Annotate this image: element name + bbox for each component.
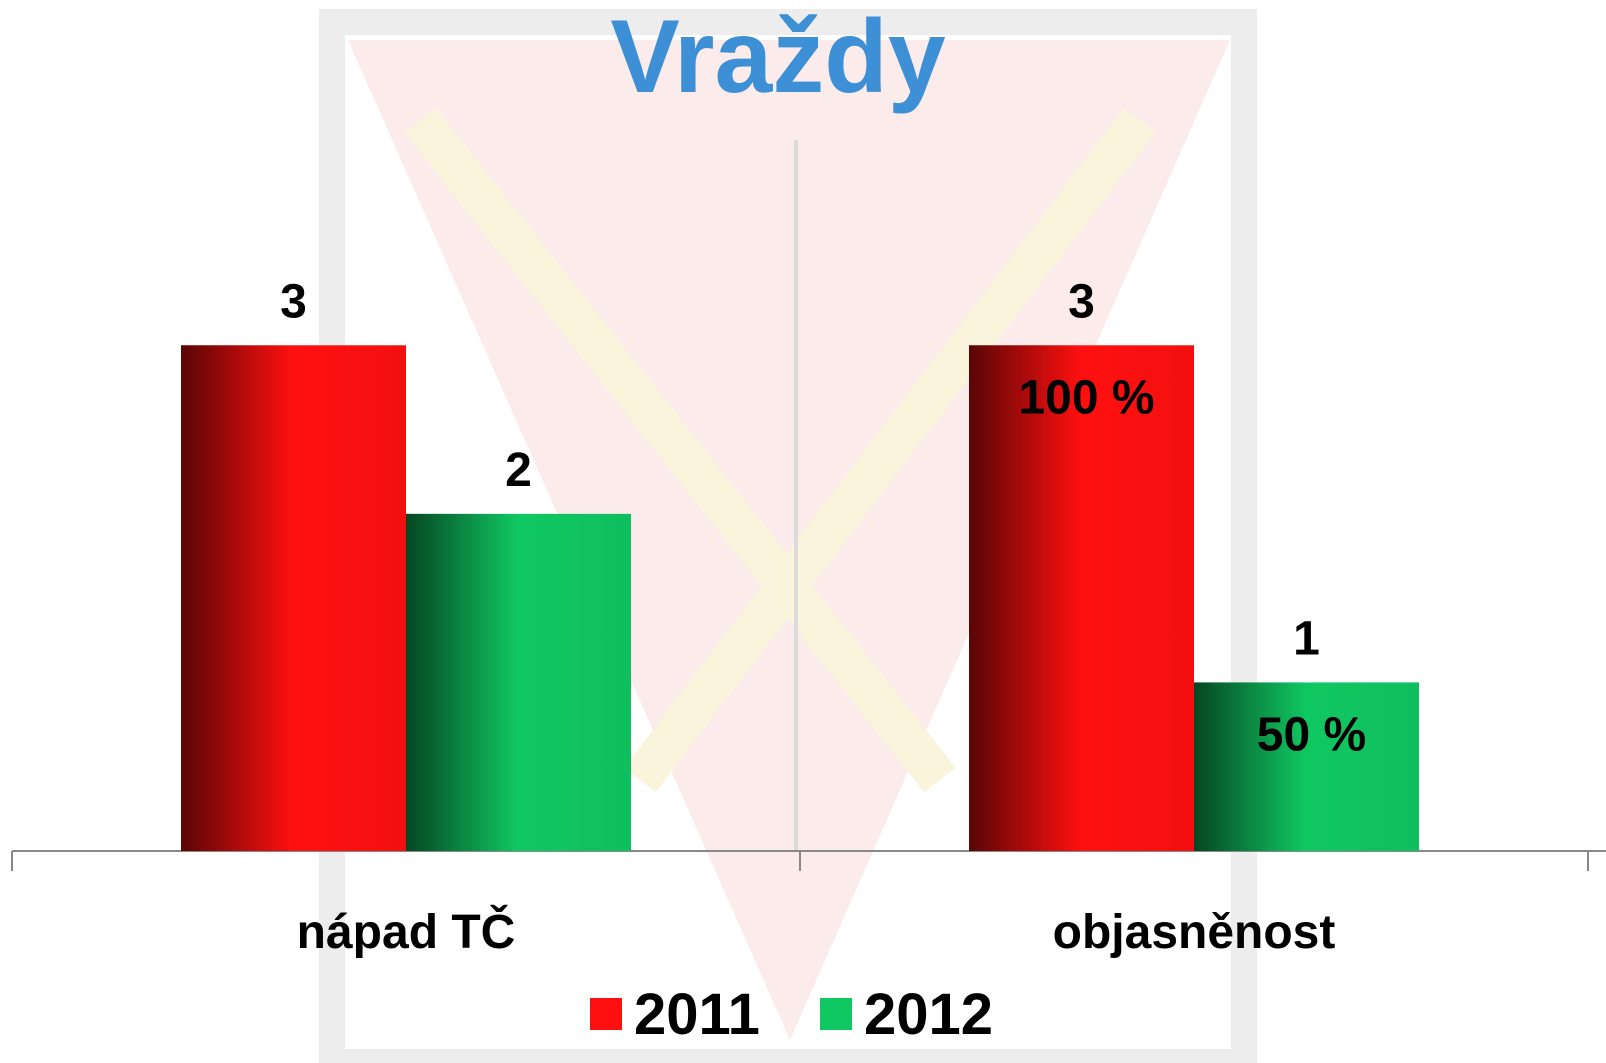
- watermark-shield: [348, 40, 1230, 1040]
- bar-shade: [406, 513, 631, 851]
- percent-label: 50 %: [1257, 708, 1366, 761]
- data-label: 2: [505, 444, 532, 497]
- bar-shade: [969, 345, 1194, 851]
- watermark-sword: [404, 107, 956, 793]
- x-tick-label: objasněnost: [1053, 906, 1336, 959]
- legend-swatch: [820, 998, 852, 1030]
- watermark-sword: [624, 107, 1156, 793]
- data-label: 1: [1293, 612, 1320, 665]
- x-tick-label: nápad TČ: [297, 904, 516, 959]
- percent-label: 100 %: [1018, 371, 1154, 424]
- data-label: 3: [280, 275, 307, 328]
- legend-label: 2011: [634, 982, 760, 1047]
- bar-shade: [1194, 682, 1419, 851]
- data-label: 3: [1068, 275, 1095, 328]
- chart-title: Vraždy: [610, 0, 945, 115]
- legend-label: 2012: [864, 982, 993, 1047]
- bar-shade: [181, 345, 406, 851]
- legend-swatch: [590, 998, 622, 1030]
- watermark: [319, 9, 1257, 1063]
